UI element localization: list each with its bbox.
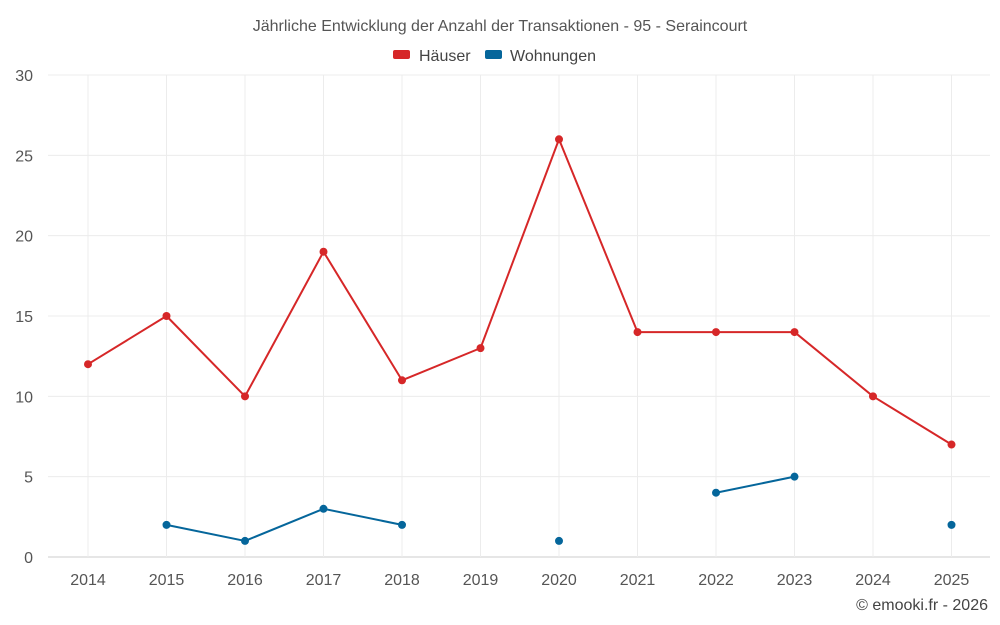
series-haeuser bbox=[84, 135, 956, 449]
x-tick-label: 2024 bbox=[855, 572, 891, 589]
data-point[interactable] bbox=[398, 376, 406, 385]
data-point[interactable] bbox=[947, 440, 956, 449]
y-tick-label: 30 bbox=[15, 68, 33, 85]
x-tick-label: 2019 bbox=[463, 572, 499, 589]
legend-label[interactable]: Wohnungen bbox=[510, 48, 596, 65]
series-line-segment bbox=[401, 347, 482, 382]
series-line-segment bbox=[793, 331, 874, 398]
credit-text: © emooki.fr - 2026 bbox=[856, 597, 988, 614]
x-tick-label: 2025 bbox=[934, 572, 970, 589]
legend-swatch bbox=[393, 50, 410, 59]
series-line-segment bbox=[244, 250, 325, 398]
x-tick-label: 2014 bbox=[70, 572, 106, 589]
x-tick-label: 2017 bbox=[306, 572, 342, 589]
series-line-segment bbox=[244, 507, 325, 542]
data-point[interactable] bbox=[241, 536, 249, 545]
data-point[interactable] bbox=[241, 392, 249, 401]
y-tick-label: 10 bbox=[15, 389, 33, 406]
grid bbox=[48, 74, 990, 558]
y-tick-label: 0 bbox=[24, 550, 33, 567]
series-line-segment bbox=[165, 523, 246, 542]
x-tick-label: 2020 bbox=[541, 572, 577, 589]
data-point[interactable] bbox=[555, 536, 563, 545]
series-line-segment bbox=[322, 250, 403, 382]
data-point[interactable] bbox=[162, 312, 171, 320]
series-line-segment bbox=[558, 138, 639, 334]
legend: Häuser Wohnungen bbox=[393, 48, 596, 65]
series-line-segment bbox=[165, 315, 246, 398]
data-point[interactable] bbox=[84, 360, 92, 369]
data-point[interactable] bbox=[790, 328, 799, 337]
y-tick-label: 20 bbox=[15, 229, 33, 246]
y-tick-label: 5 bbox=[24, 470, 33, 487]
data-point[interactable] bbox=[319, 247, 328, 256]
x-tick-label: 2021 bbox=[620, 572, 656, 589]
x-tick-label: 2023 bbox=[777, 572, 813, 589]
x-tick-label: 2022 bbox=[698, 572, 734, 589]
y-tick-label: 25 bbox=[15, 148, 33, 165]
series-layer bbox=[84, 135, 956, 545]
data-point[interactable] bbox=[947, 520, 956, 529]
x-tick-label: 2015 bbox=[149, 572, 185, 589]
data-point[interactable] bbox=[162, 520, 171, 529]
data-point[interactable] bbox=[555, 135, 563, 144]
data-point[interactable] bbox=[869, 392, 877, 401]
x-tick-label: 2018 bbox=[384, 572, 420, 589]
series-line-segment bbox=[872, 395, 953, 446]
data-point[interactable] bbox=[398, 520, 406, 529]
data-point[interactable] bbox=[319, 504, 328, 513]
series-line-segment bbox=[715, 475, 796, 494]
series-line-segment bbox=[322, 507, 403, 526]
y-tick-label: 15 bbox=[15, 309, 33, 326]
legend-label[interactable]: Häuser bbox=[419, 48, 471, 65]
x-tick-label: 2016 bbox=[227, 572, 263, 589]
legend-swatch bbox=[485, 50, 502, 59]
data-point[interactable] bbox=[790, 472, 799, 481]
series-wohnungen bbox=[162, 472, 956, 545]
series-line-segment bbox=[87, 315, 168, 366]
data-point[interactable] bbox=[712, 328, 720, 337]
data-point[interactable] bbox=[476, 344, 485, 353]
series-line-segment bbox=[479, 138, 560, 350]
data-point[interactable] bbox=[712, 488, 720, 497]
chart-title: Jährliche Entwicklung der Anzahl der Tra… bbox=[253, 18, 748, 35]
data-point[interactable] bbox=[633, 328, 642, 337]
